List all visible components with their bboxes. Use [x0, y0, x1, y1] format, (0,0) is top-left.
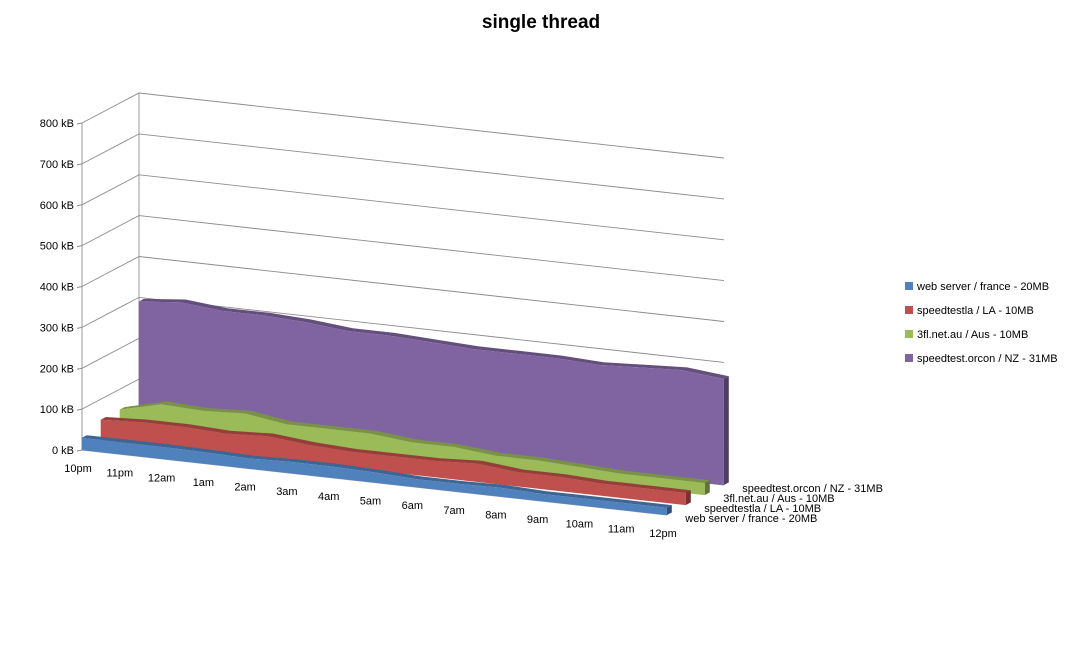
y-tick-mark	[77, 409, 82, 410]
gridline	[82, 216, 724, 281]
legend-label: web server / france - 20MB	[916, 281, 1049, 293]
gridline	[82, 175, 724, 240]
y-tick-label: 500 kB	[40, 241, 74, 253]
legend-item: 3fl.net.au / Aus - 10MB	[905, 329, 1028, 341]
legend-label: 3fl.net.au / Aus - 10MB	[917, 329, 1028, 341]
x-tick-label: 2am	[234, 482, 255, 494]
y-axis-ticks: 0 kB 100 kB 200 kB 300 kB 400 kB 500 kB 600 kB…	[40, 118, 82, 457]
legend-label: speedtestla / LA - 10MB	[917, 305, 1034, 317]
y-tick-label: 800 kB	[40, 118, 74, 130]
y-tick-label: 600 kB	[40, 200, 74, 212]
x-tick-label: 11pm	[106, 468, 133, 480]
x-tick-label: 1am	[193, 477, 214, 489]
legend-swatch	[905, 306, 913, 314]
x-tick-label: 12pm	[649, 528, 677, 540]
legend-item: speedtestla / LA - 10MB	[905, 305, 1034, 317]
y-tick-mark	[77, 164, 82, 165]
x-tick-label: 7am	[443, 505, 464, 517]
legend-label: speedtest.orcon / NZ - 31MB	[917, 353, 1058, 365]
x-tick-label: 4am	[318, 491, 339, 503]
x-tick-label: 10pm	[64, 463, 92, 475]
y-tick-label: 400 kB	[40, 282, 74, 294]
legend-swatch	[905, 282, 913, 290]
x-tick-label: 11am	[608, 523, 635, 535]
x-tick-label: 12am	[148, 472, 176, 484]
legend-swatch	[905, 354, 913, 362]
chart-title: single thread	[482, 12, 600, 33]
y-tick-mark	[77, 450, 82, 451]
series-end-cap	[724, 376, 729, 485]
y-tick-mark	[77, 246, 82, 247]
legend-item: web server / france - 20MB	[905, 281, 1049, 293]
depth-axis-label: speedtest.orcon / NZ - 31MB	[742, 483, 883, 495]
x-tick-label: 9am	[527, 514, 548, 526]
x-tick-label: 5am	[360, 496, 381, 508]
y-tick-mark	[77, 368, 82, 369]
chart-series	[82, 299, 729, 515]
y-tick-label: 0 kB	[52, 445, 74, 457]
gridline	[82, 134, 724, 199]
y-tick-mark	[77, 205, 82, 206]
y-tick-label: 100 kB	[40, 404, 74, 416]
y-tick-label: 700 kB	[40, 159, 74, 171]
legend: web server / france - 20MB speedtestla / …	[905, 281, 1058, 365]
x-tick-label: 8am	[485, 509, 506, 521]
x-tick-label: 10am	[566, 519, 594, 531]
y-tick-label: 300 kB	[40, 322, 74, 334]
x-tick-label: 6am	[402, 500, 423, 512]
legend-swatch	[905, 330, 913, 338]
x-tick-label: 3am	[276, 486, 297, 498]
gridline	[82, 93, 724, 158]
legend-item: speedtest.orcon / NZ - 31MB	[905, 353, 1058, 365]
y-tick-mark	[77, 327, 82, 328]
y-tick-label: 200 kB	[40, 363, 74, 375]
y-tick-mark	[77, 287, 82, 288]
y-tick-mark	[77, 123, 82, 124]
